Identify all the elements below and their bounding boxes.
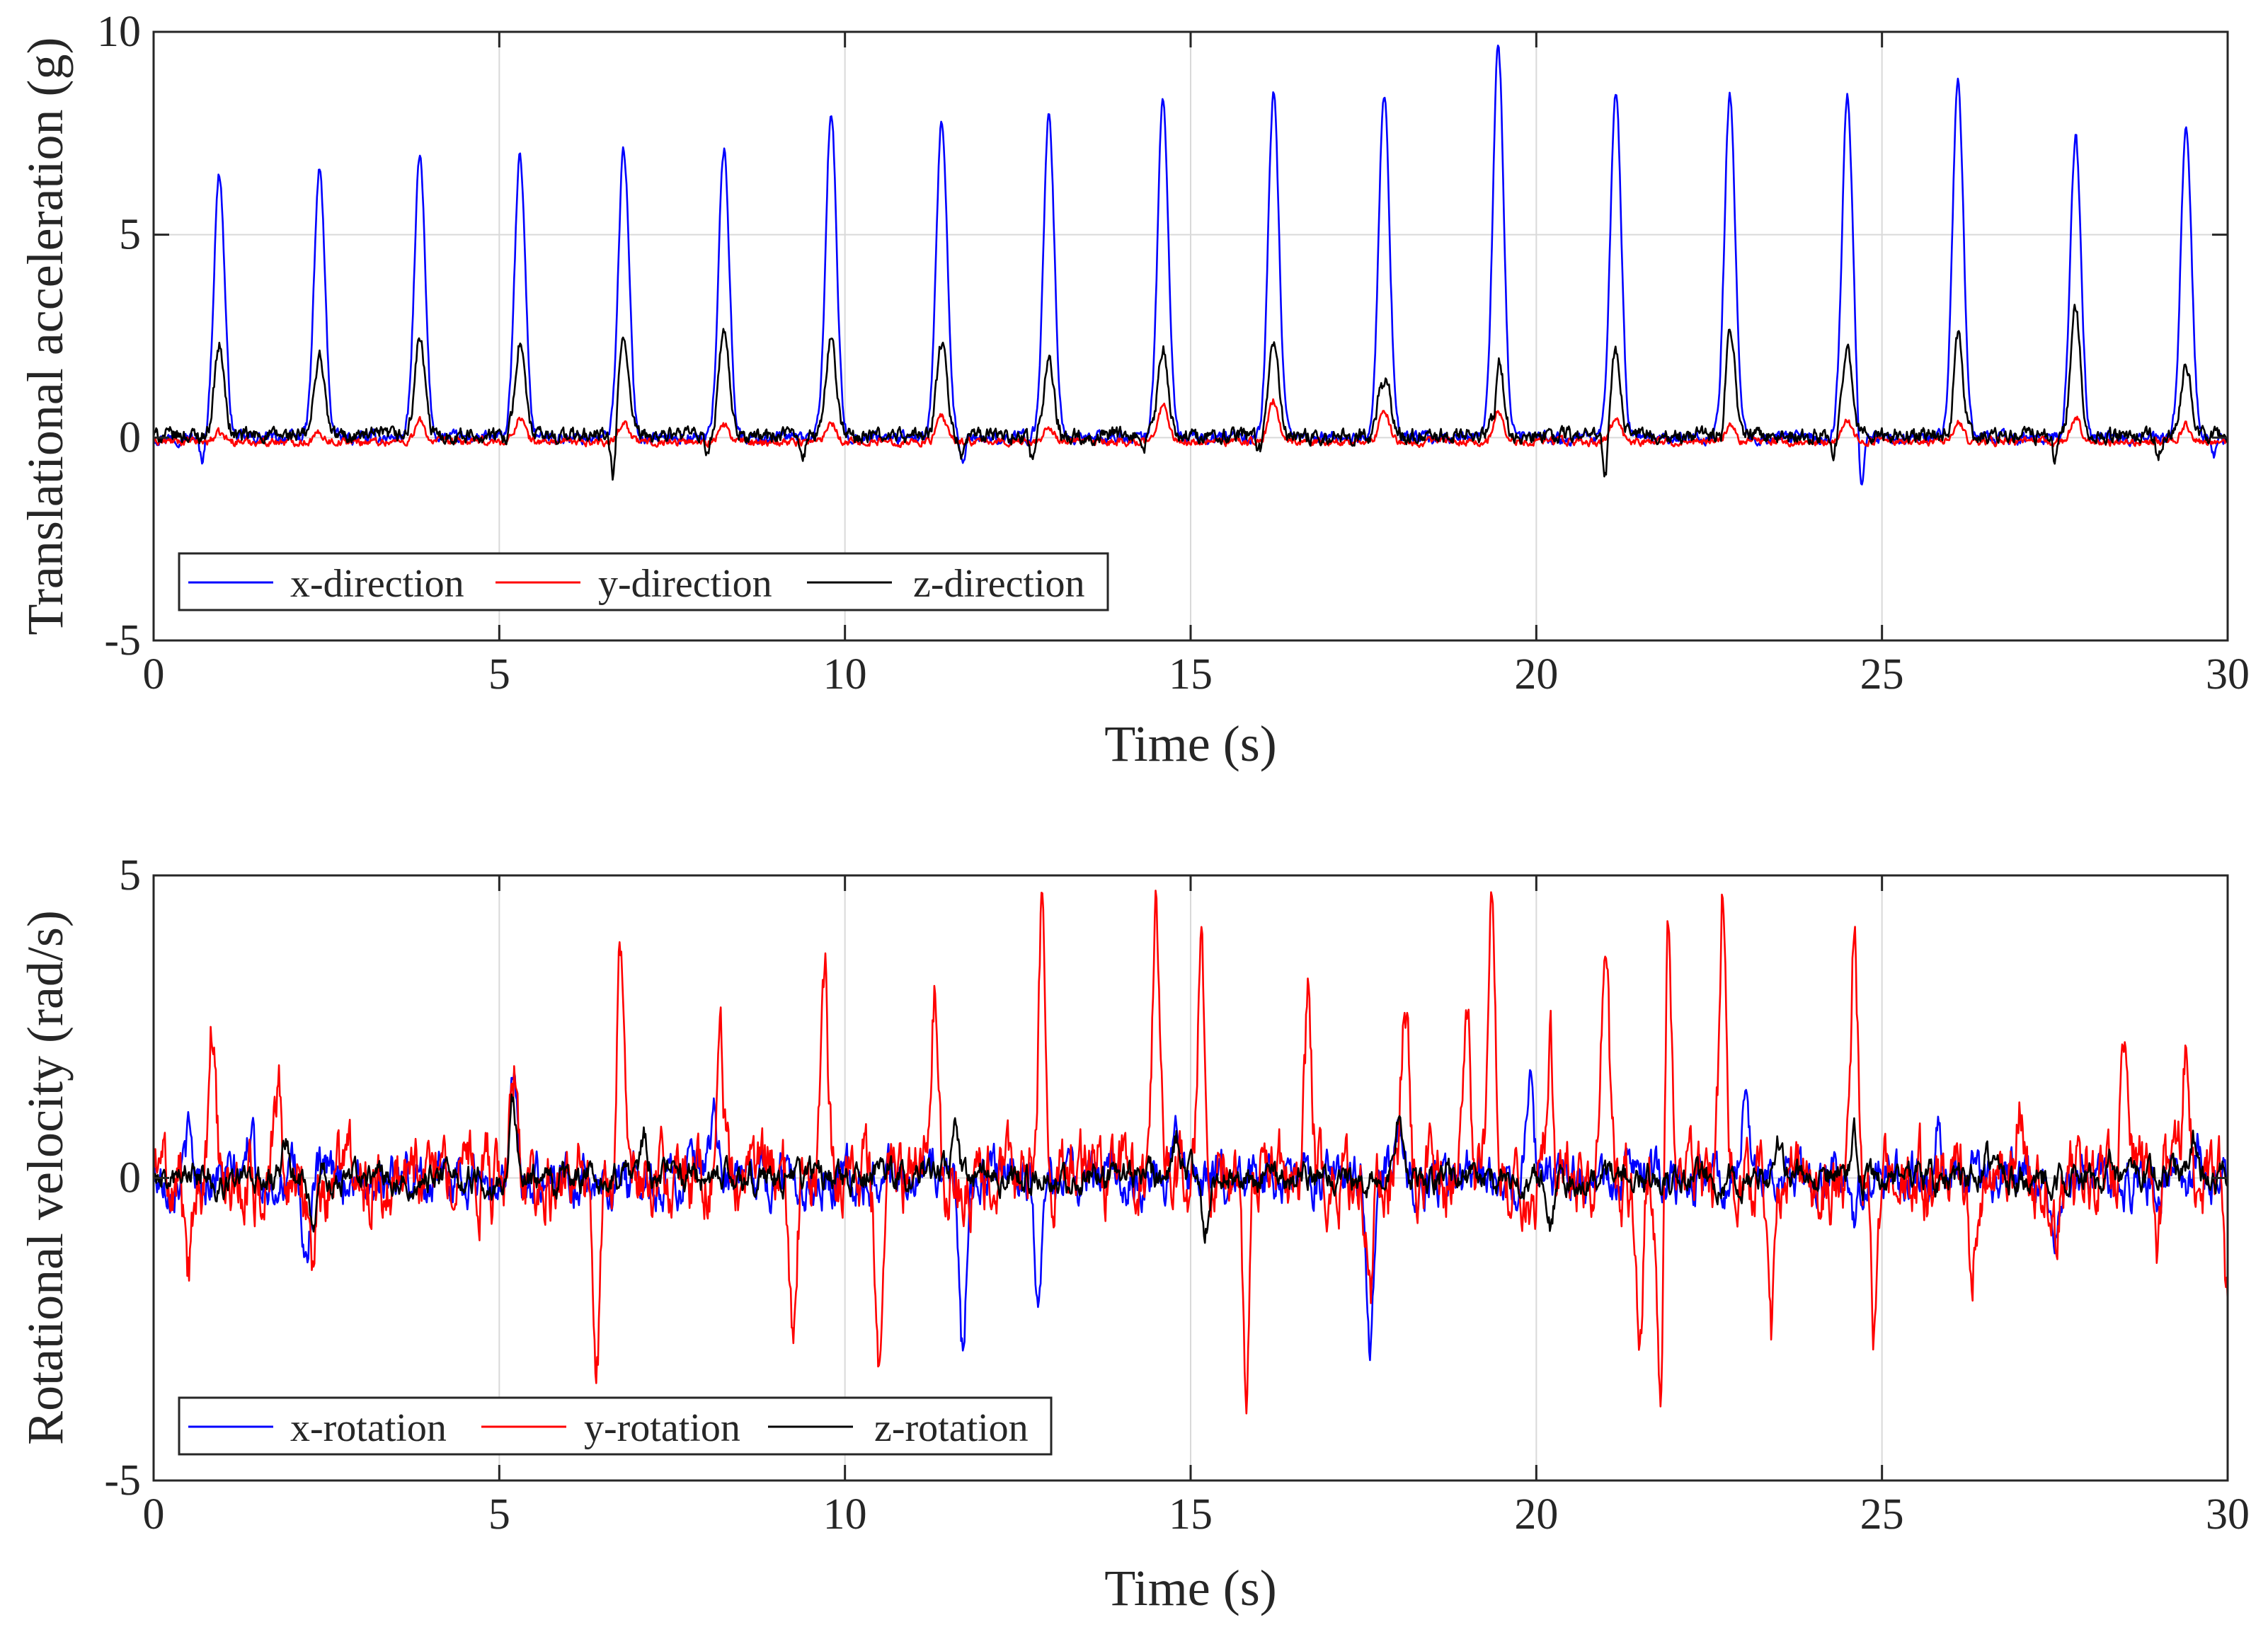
acceleration-x-tick-label: 20: [1514, 650, 1558, 698]
rotation-x-axis-label: Time (s): [1104, 1560, 1276, 1616]
rotation-x-tick-label: 25: [1860, 1490, 1904, 1539]
acceleration-series-z-direction: [152, 304, 2229, 481]
acceleration-legend: x-direction y-direction z-direction: [178, 552, 1109, 611]
legend-label-x-rotation: x-rotation: [290, 1406, 447, 1450]
acceleration-x-tick-label: 10: [823, 650, 867, 698]
rotation-x-tick-label: 15: [1169, 1490, 1213, 1539]
rotation-y-tick-label: -5: [104, 1456, 141, 1505]
rotation-x-tick-label: 10: [823, 1490, 867, 1539]
acceleration-x-tick-label: 25: [1860, 650, 1904, 698]
rotation-y-axis-label: Rotational velocity (rad/s): [17, 910, 74, 1445]
acceleration-y-tick-label: 5: [119, 211, 141, 259]
acceleration-series-y-direction: [152, 398, 2229, 449]
rotation-series-group: [152, 890, 2229, 1415]
rotation-x-tick-label: 30: [2206, 1490, 2250, 1539]
acceleration-legend-box: [178, 552, 1109, 611]
rotation-x-tick-label: 5: [488, 1490, 510, 1539]
rotation-series-z-rotation: [152, 1093, 2229, 1244]
acceleration-x-tick-label: 15: [1169, 650, 1213, 698]
rotation-legend-box: [178, 1396, 1053, 1456]
legend-label-y-rotation: y-rotation: [584, 1406, 740, 1450]
legend-label-z-rotation: z-rotation: [874, 1406, 1029, 1450]
legend-label-x-direction: x-direction: [290, 562, 464, 606]
acceleration-series-group: [152, 45, 2229, 485]
rotation-ticks: 0 5 10 15 20 25 30-505: [104, 851, 2250, 1539]
rotation-y-tick-label: 0: [119, 1154, 141, 1202]
legend-label-y-direction: y-direction: [598, 562, 772, 606]
rotation-chart: 0 5 10 15 20 25 30-505 Time (s) Rotational vel…: [17, 851, 2250, 1616]
legend-label-z-direction: z-direction: [913, 562, 1085, 606]
acceleration-y-axis-label: Translational acceleration (g): [17, 37, 74, 635]
rotation-y-tick-label: 5: [119, 851, 141, 899]
acceleration-y-tick-label: 10: [97, 8, 141, 56]
rotation-legend: x-rotation y-rotation z-rotation: [178, 1396, 1053, 1456]
acceleration-x-tick-label: 0: [143, 650, 165, 698]
acceleration-y-tick-label: 0: [119, 413, 141, 461]
acceleration-y-tick-label: -5: [104, 616, 141, 665]
acceleration-x-axis-label: Time (s): [1104, 715, 1276, 772]
acceleration-x-tick-label: 5: [488, 650, 510, 698]
acceleration-x-tick-label: 30: [2206, 650, 2250, 698]
rotation-x-tick-label: 0: [143, 1490, 165, 1539]
rotation-x-tick-label: 20: [1514, 1490, 1558, 1539]
